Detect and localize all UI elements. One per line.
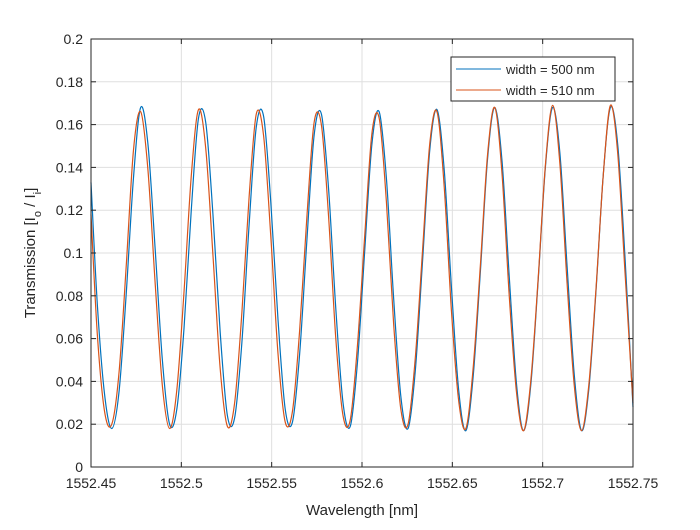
y-tick-label: 0 bbox=[75, 459, 83, 475]
y-tick-label: 0.12 bbox=[56, 202, 83, 218]
y-tick-label: 0.08 bbox=[56, 288, 83, 304]
y-axis-label-suffix: ] bbox=[22, 188, 39, 192]
legend-label-width-500: width = 500 nm bbox=[505, 62, 595, 77]
series-line-width-510 bbox=[90, 104, 634, 432]
y-tick-label: 0.14 bbox=[56, 159, 83, 175]
x-tick-label: 1552.6 bbox=[341, 475, 384, 491]
y-tick-label: 0.1 bbox=[64, 245, 84, 261]
y-tick-label: 0.16 bbox=[56, 117, 83, 133]
legend-label-width-510: width = 510 nm bbox=[505, 83, 595, 98]
x-tick-label: 1552.55 bbox=[246, 475, 297, 491]
y-tick-label: 0.06 bbox=[56, 331, 83, 347]
y-axis-label: Transmission [Io / Ii] bbox=[22, 188, 44, 319]
x-tick-label: 1552.75 bbox=[608, 475, 659, 491]
y-axis-label-middle: / I bbox=[22, 194, 39, 211]
y-axis-label-prefix: Transmission [I bbox=[22, 217, 39, 318]
y-tick-label: 0.04 bbox=[56, 373, 83, 389]
x-tick-label: 1552.45 bbox=[66, 475, 117, 491]
legend-box bbox=[450, 56, 616, 102]
y-axis-label-sub-o: o bbox=[32, 211, 44, 217]
grid-layer bbox=[91, 39, 633, 467]
y-tick-label: 0.18 bbox=[56, 74, 83, 90]
y-tick-label: 0.02 bbox=[56, 416, 83, 432]
x-axis-label: Wavelength [nm] bbox=[306, 502, 418, 519]
y-tick-label: 0.2 bbox=[64, 31, 84, 47]
legend: width = 500 nm width = 510 nm bbox=[450, 56, 616, 102]
tick-layer: 1552.45 1552.5 1552.55 1552.6 1552.65 1552.7 1… bbox=[56, 31, 659, 491]
x-tick-label: 1552.5 bbox=[160, 475, 203, 491]
y-axis-label-sub-i: i bbox=[32, 192, 44, 194]
x-tick-label: 1552.65 bbox=[427, 475, 478, 491]
series-layer bbox=[90, 104, 634, 432]
x-tick-label: 1552.7 bbox=[521, 475, 564, 491]
